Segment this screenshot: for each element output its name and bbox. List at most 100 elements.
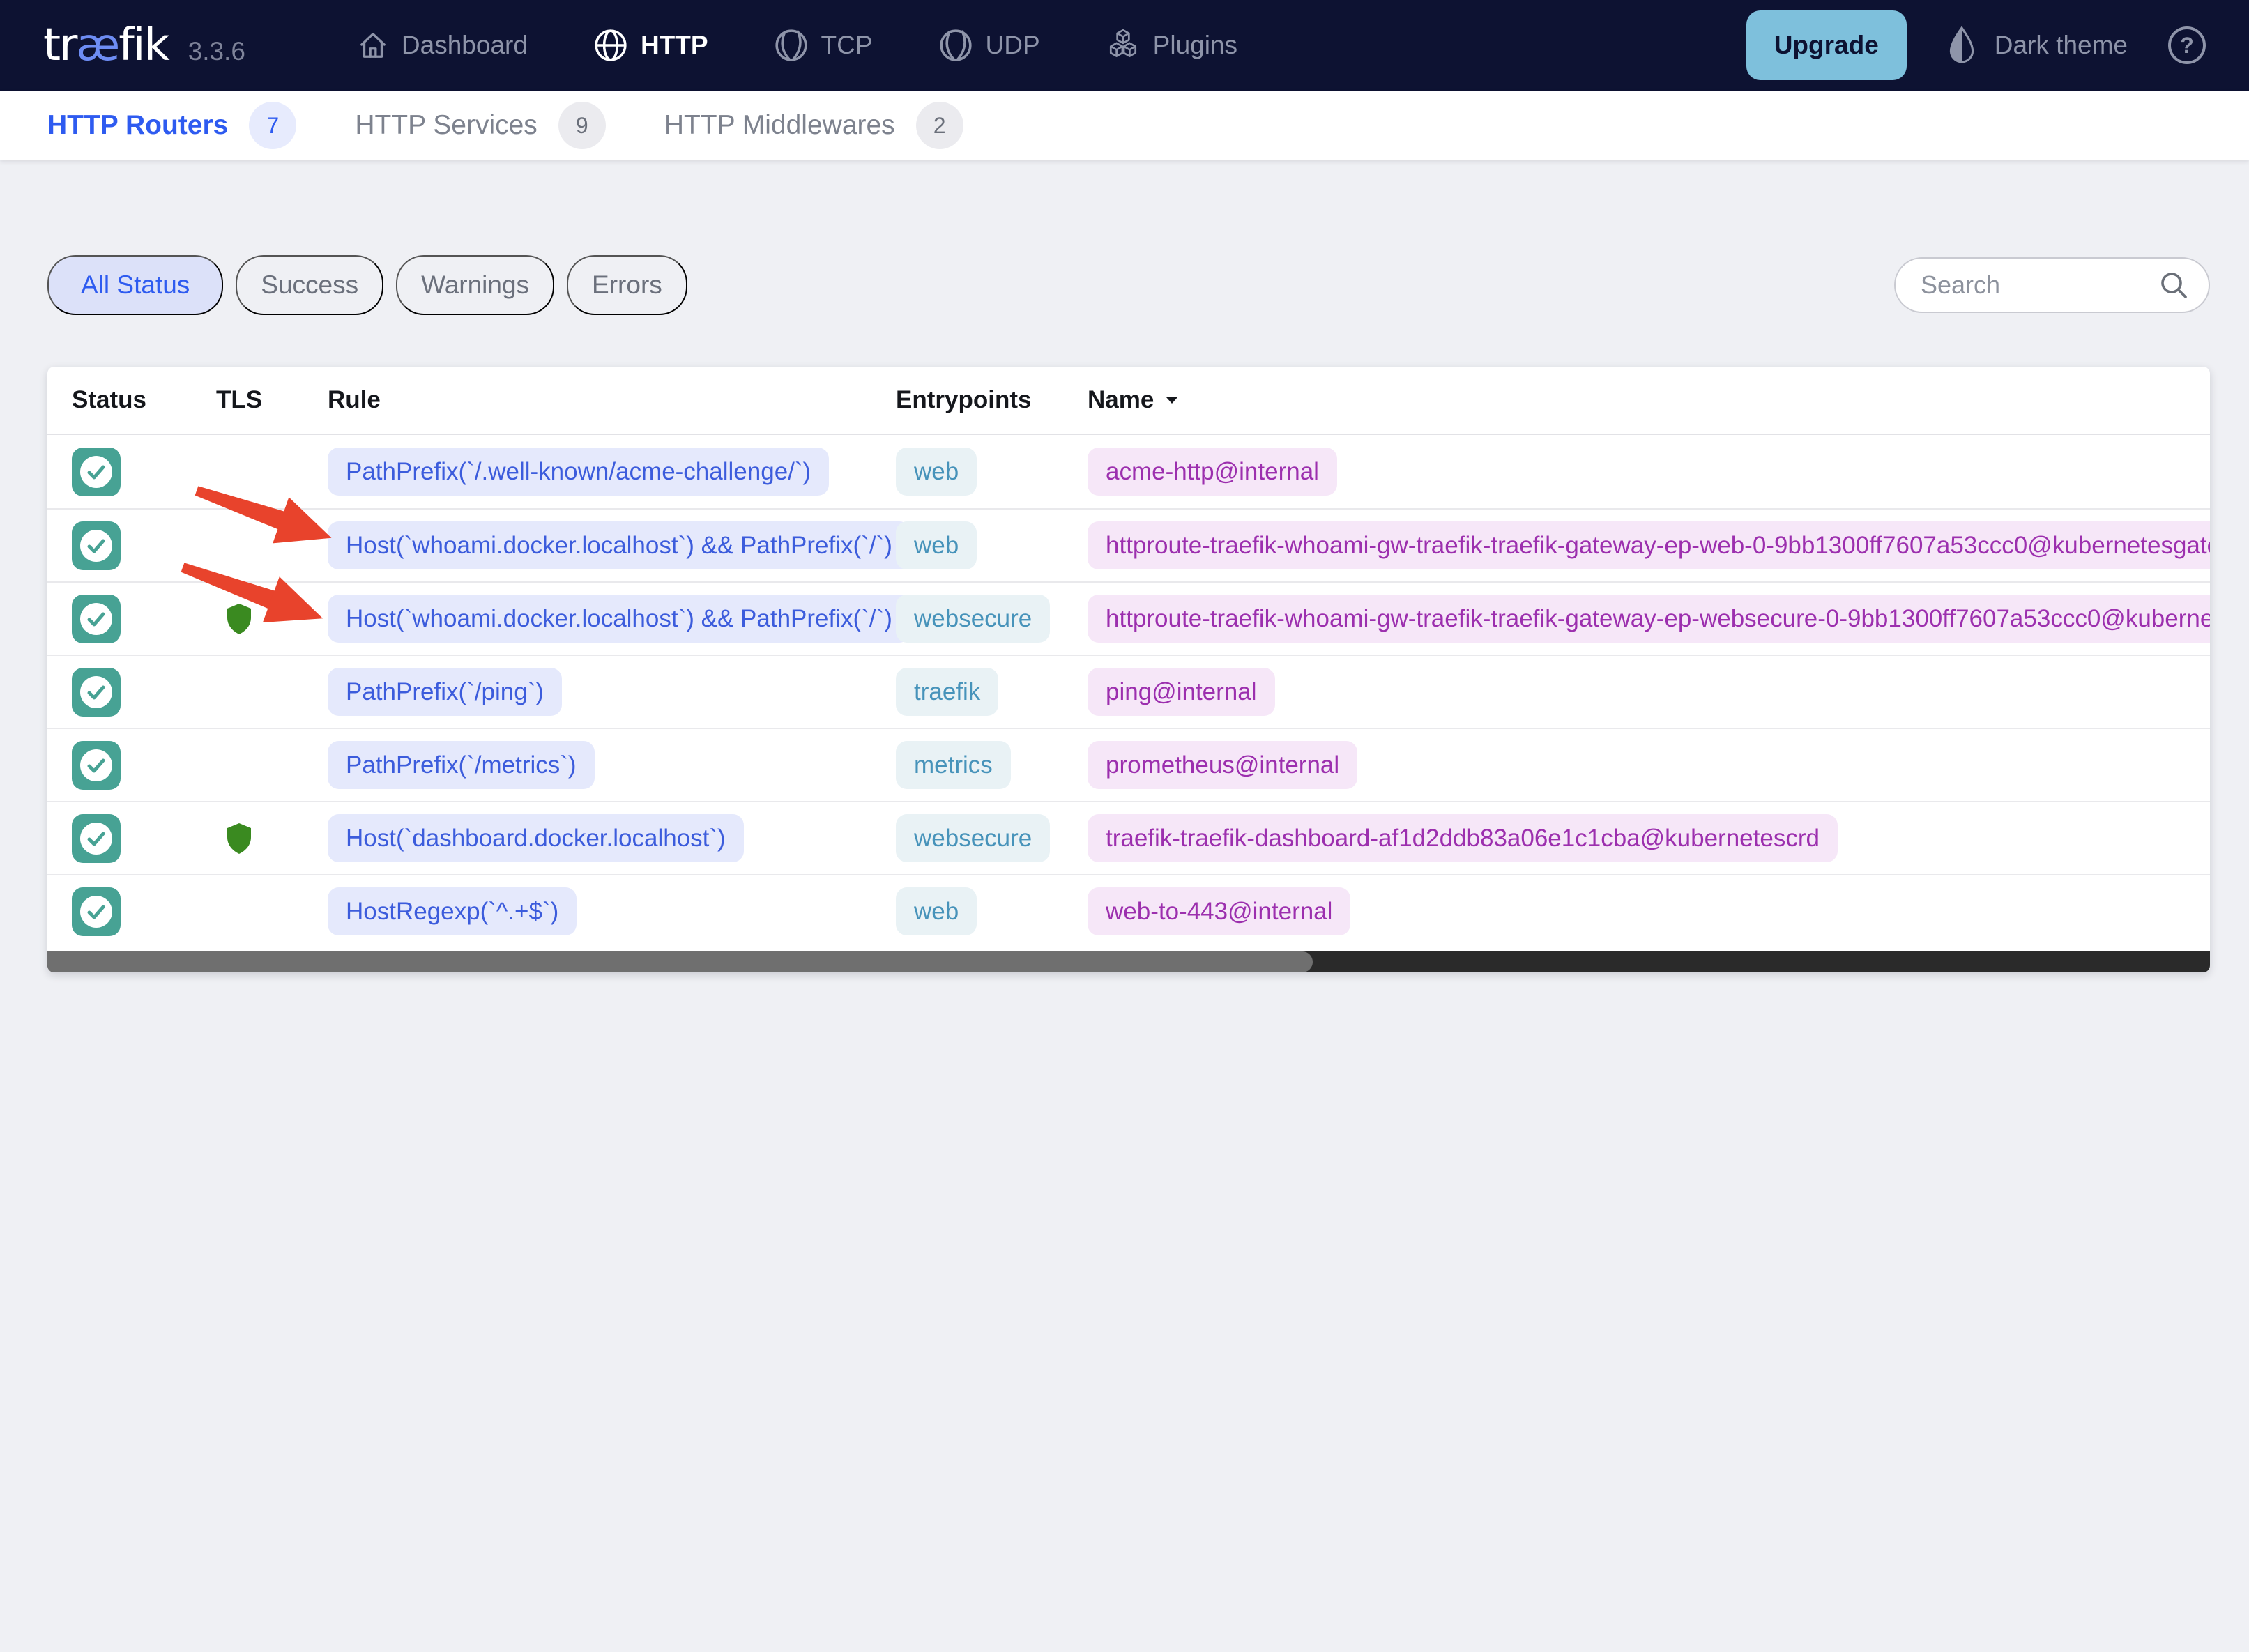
count-badge: 2 [915, 102, 963, 149]
table-row[interactable]: PathPrefix(`/.well-known/acme-challenge/… [47, 435, 2210, 508]
top-navbar: træfik 3.3.6 Dashboard HTTP [0, 0, 2249, 91]
upgrade-button[interactable]: Upgrade [1746, 10, 1907, 80]
status-success-icon [72, 447, 121, 496]
entrypoint-pill[interactable]: metrics [896, 741, 1011, 789]
tls-cell [216, 749, 328, 781]
tab-http-middlewares[interactable]: HTTP Middlewares 2 [664, 102, 963, 149]
entrypoints-cell: web [896, 887, 1088, 935]
filter-warnings[interactable]: Warnings [396, 255, 555, 315]
name-cell: httproute-traefik-whoami-gw-traefik-trae… [1088, 595, 2210, 643]
filter-errors[interactable]: Errors [567, 255, 687, 315]
tls-cell [216, 823, 328, 855]
status-cell [72, 447, 216, 496]
name-cell: ping@internal [1088, 668, 2210, 716]
table-row[interactable]: PathPrefix(`/metrics`) metrics prometheu… [47, 728, 2210, 801]
rule-pill[interactable]: Host(`whoami.docker.localhost`) && PathP… [328, 521, 910, 569]
table-header: Status TLS Rule Entrypoints Name [47, 367, 2210, 435]
nav-http[interactable]: HTTP [593, 28, 708, 63]
status-cell [72, 813, 216, 863]
table-row[interactable]: HostRegexp(`^.+$`) web web-to-443@intern… [47, 874, 2210, 947]
rule-cell: HostRegexp(`^.+$`) [328, 887, 896, 935]
col-rule[interactable]: Rule [328, 386, 381, 413]
rule-pill[interactable]: Host(`whoami.docker.localhost`) && PathP… [328, 595, 910, 643]
col-status[interactable]: Status [72, 386, 146, 413]
status-filter-row: All Status Success Warnings Errors [47, 255, 2210, 315]
table-row[interactable]: PathPrefix(`/ping`) traefik ping@interna… [47, 655, 2210, 728]
protocol-section-tabs: HTTP Routers 7 HTTP Services 9 HTTP Midd… [0, 91, 2249, 160]
sphere-icon [938, 28, 973, 63]
sphere-icon [774, 28, 809, 63]
horizontal-scrollbar-track[interactable] [47, 951, 2210, 972]
version-label: 3.3.6 [188, 37, 245, 66]
rule-pill[interactable]: Host(`dashboard.docker.localhost`) [328, 814, 744, 862]
logo-ae-ligature: æ [76, 20, 120, 71]
rule-pill[interactable]: PathPrefix(`/metrics`) [328, 741, 595, 789]
brand[interactable]: træfik 3.3.6 [43, 23, 245, 68]
rule-cell: Host(`whoami.docker.localhost`) && PathP… [328, 595, 910, 643]
router-name-pill[interactable]: httproute-traefik-whoami-gw-traefik-trae… [1088, 595, 2210, 643]
filter-all-status[interactable]: All Status [47, 255, 224, 315]
rule-pill[interactable]: PathPrefix(`/ping`) [328, 668, 562, 716]
routers-main: All Status Success Warnings Errors Statu… [0, 255, 2249, 972]
status-success-icon [72, 667, 121, 717]
name-cell: acme-http@internal [1088, 448, 2210, 496]
tab-http-routers[interactable]: HTTP Routers 7 [47, 102, 297, 149]
nav-label: UDP [985, 31, 1040, 59]
search-icon[interactable] [2158, 270, 2189, 300]
cubes-icon [1106, 28, 1141, 63]
count-badge: 7 [249, 102, 297, 149]
entrypoint-pill[interactable]: web [896, 521, 977, 569]
entrypoint-pill[interactable]: websecure [896, 814, 1051, 862]
table-row[interactable]: Host(`dashboard.docker.localhost`) webse… [47, 801, 2210, 874]
filter-success[interactable]: Success [236, 255, 384, 315]
search-input[interactable] [1894, 257, 2210, 313]
col-tls[interactable]: TLS [216, 386, 263, 413]
dark-theme-drop-icon [1947, 26, 1976, 64]
tab-http-services[interactable]: HTTP Services 9 [355, 102, 606, 149]
router-name-pill[interactable]: httproute-traefik-whoami-gw-traefik-trae… [1088, 521, 2210, 569]
nav-label: HTTP [640, 31, 708, 59]
router-name-pill[interactable]: web-to-443@internal [1088, 887, 1351, 935]
nav-udp[interactable]: UDP [938, 28, 1040, 63]
main-nav: Dashboard HTTP TCP [357, 28, 1237, 63]
tls-shield-icon [226, 823, 252, 855]
status-success-icon [72, 521, 121, 570]
entrypoint-pill[interactable]: traefik [896, 668, 999, 716]
sort-desc-icon [1165, 395, 1179, 405]
search-box [1894, 257, 2210, 313]
tls-cell [216, 456, 328, 488]
router-name-pill[interactable]: traefik-traefik-dashboard-af1d2ddb83a06e… [1088, 814, 1838, 862]
home-icon [357, 29, 389, 61]
status-cell [72, 521, 216, 570]
nav-tcp[interactable]: TCP [774, 28, 873, 63]
entrypoint-pill[interactable]: web [896, 887, 977, 935]
navbar-right: Upgrade Dark theme ? [1746, 10, 2206, 80]
tab-label: HTTP Routers [47, 110, 229, 140]
table-row[interactable]: Host(`whoami.docker.localhost`) && PathP… [47, 581, 2210, 655]
router-name-pill[interactable]: acme-http@internal [1088, 448, 1337, 496]
rule-pill[interactable]: PathPrefix(`/.well-known/acme-challenge/… [328, 448, 830, 496]
table-row[interactable]: Host(`whoami.docker.localhost`) && PathP… [47, 508, 2210, 581]
entrypoints-cell: web [896, 521, 1088, 569]
entrypoint-pill[interactable]: web [896, 448, 977, 496]
nav-dashboard[interactable]: Dashboard [357, 29, 528, 61]
name-cell: httproute-traefik-whoami-gw-traefik-trae… [1088, 521, 2210, 569]
help-icon[interactable]: ? [2168, 26, 2206, 64]
rule-cell: Host(`dashboard.docker.localhost`) [328, 814, 896, 862]
nav-plugins[interactable]: Plugins [1106, 28, 1237, 63]
status-success-icon [72, 813, 121, 863]
entrypoints-cell: websecure [896, 595, 1088, 643]
col-name[interactable]: Name [1088, 386, 2210, 414]
tls-cell [216, 896, 328, 928]
table-body: PathPrefix(`/.well-known/acme-challenge/… [47, 435, 2210, 947]
rule-cell: Host(`whoami.docker.localhost`) && PathP… [328, 521, 910, 569]
col-entrypoints[interactable]: Entrypoints [896, 386, 1032, 413]
entrypoint-pill[interactable]: websecure [896, 595, 1051, 643]
router-name-pill[interactable]: ping@internal [1088, 668, 1275, 716]
rule-pill[interactable]: HostRegexp(`^.+$`) [328, 887, 577, 935]
theme-toggle[interactable]: Dark theme [1947, 26, 2128, 64]
router-name-pill[interactable]: prometheus@internal [1088, 741, 1358, 789]
horizontal-scrollbar-thumb[interactable] [47, 951, 1313, 972]
nav-label: Dashboard [401, 31, 528, 59]
